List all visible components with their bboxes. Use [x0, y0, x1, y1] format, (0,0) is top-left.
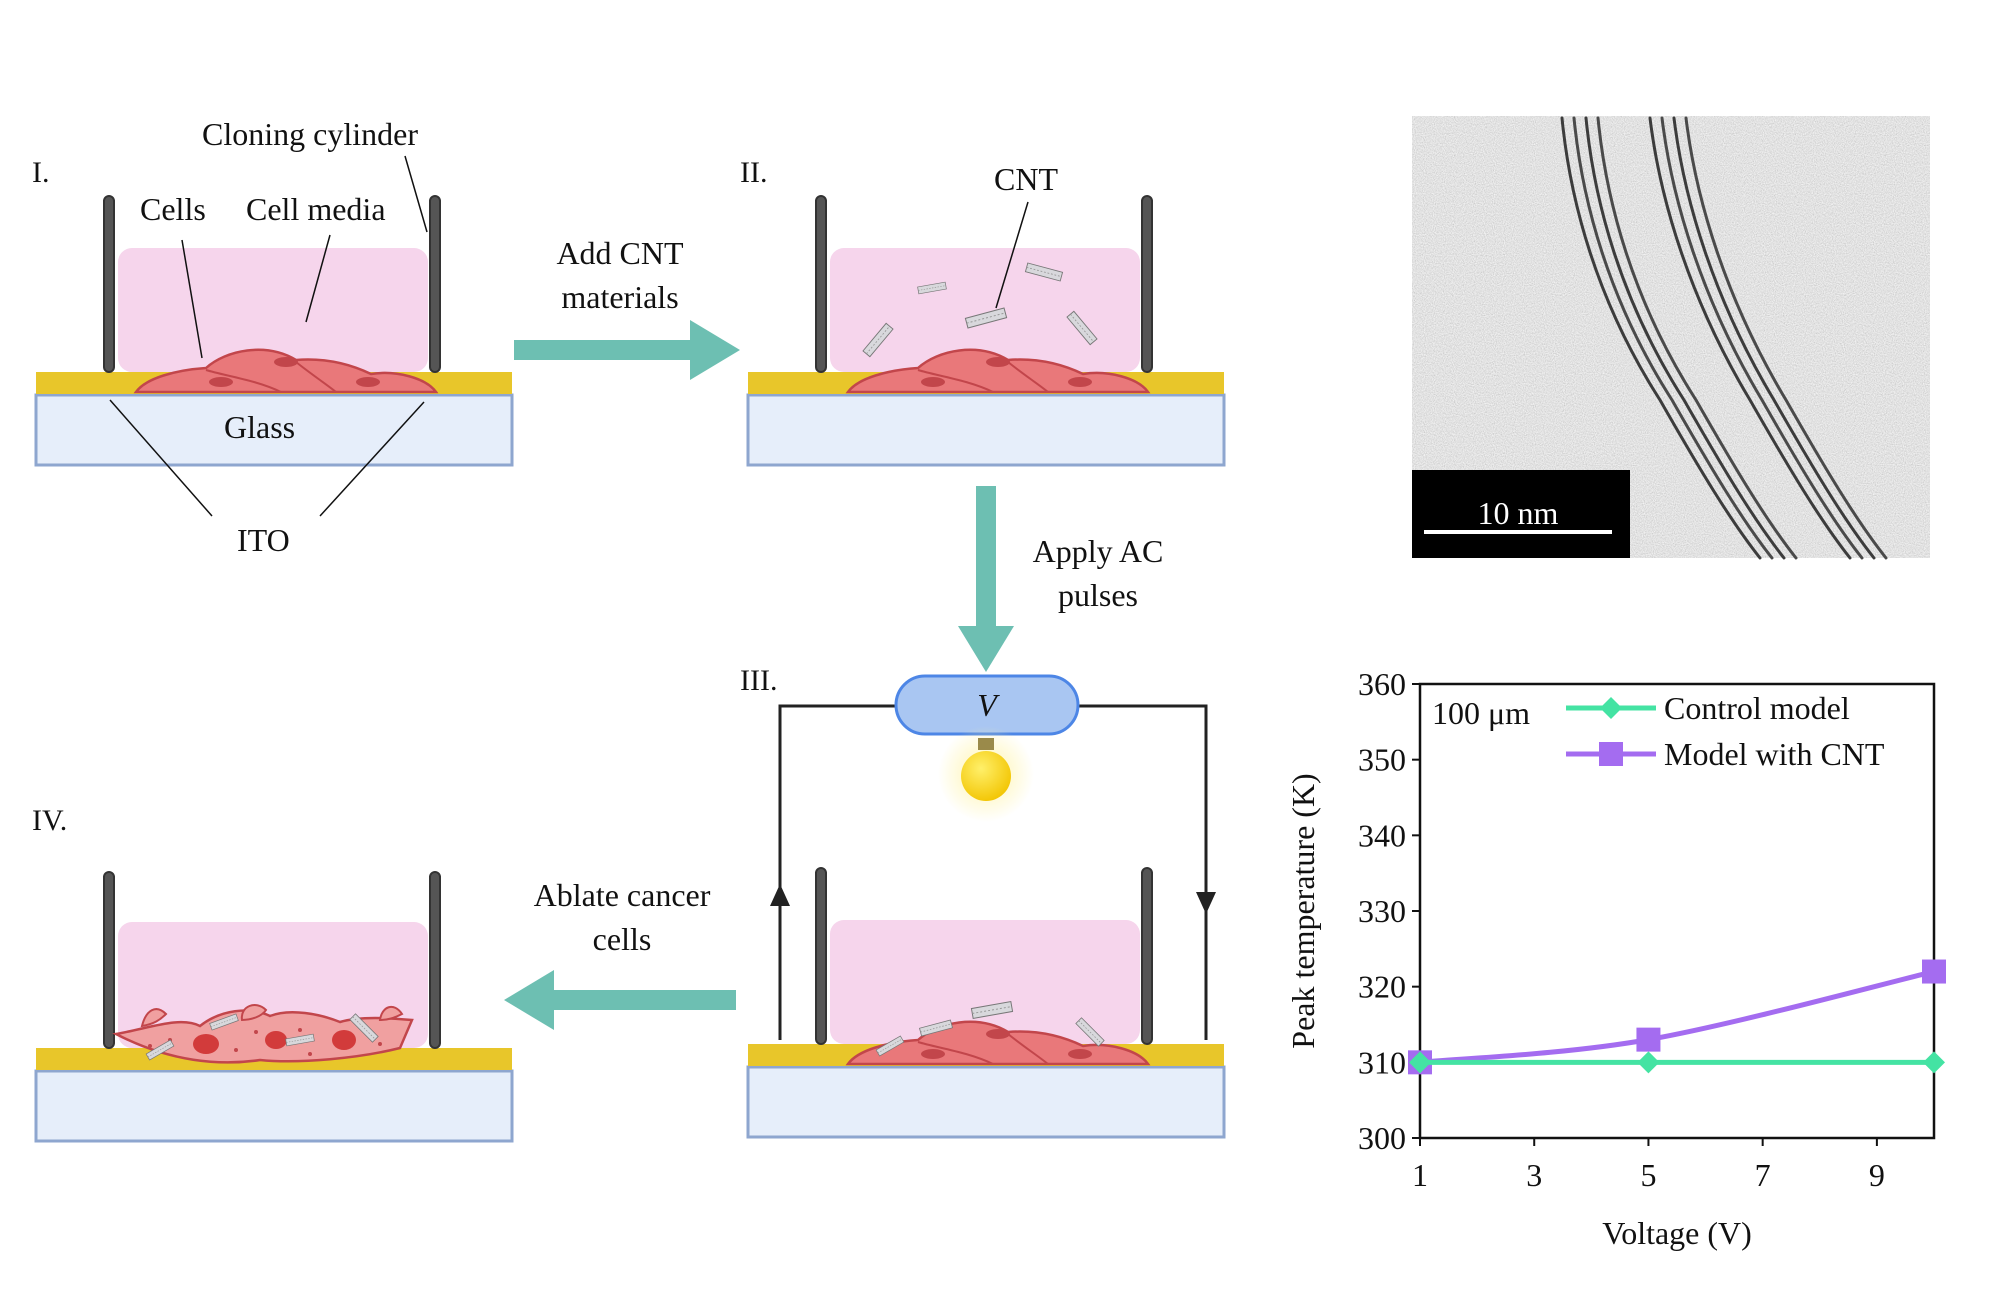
nanotube-walls [1560, 116, 1888, 560]
glass-slide-3 [746, 1065, 1226, 1139]
cylinder-wall-left [103, 195, 115, 373]
panel-4-numeral: IV. [32, 804, 67, 837]
legend-label: Model with CNT [1664, 736, 1885, 772]
arrow-2-head [958, 626, 1014, 672]
cloning-cylinder-label: Cloning cylinder [202, 116, 418, 152]
circuit-wire-left [778, 704, 902, 1040]
legend-label: Control model [1664, 690, 1850, 726]
arrow-1-shaft [514, 340, 690, 360]
panel-3: III. V [740, 664, 1226, 1139]
data-point-cnt-1 [1636, 1027, 1661, 1052]
chart-annotation: 100 μm [1432, 695, 1530, 731]
scale-bar-box [1412, 470, 1630, 558]
legend-marker [1599, 742, 1623, 766]
x-tick-label: 7 [1755, 1157, 1771, 1193]
leader-cells [181, 239, 203, 359]
glass-slide-4 [34, 1069, 514, 1143]
y-tick-label: 360 [1358, 666, 1406, 702]
data-point-control-1 [1637, 1051, 1660, 1074]
cylinder-wall-right [429, 195, 441, 373]
light-bulb-icon [961, 751, 1011, 801]
series-layer [1408, 959, 1946, 1075]
cell-media-4 [118, 922, 428, 1048]
arrow-3-label-line2: cells [593, 921, 652, 957]
current-arrow-up [770, 884, 790, 906]
y-axis-label: Peak temperature (K) [1285, 773, 1321, 1048]
scale-bar-label: 10 nm [1478, 495, 1559, 531]
x-tick-label: 5 [1640, 1157, 1656, 1193]
cell-media [118, 248, 428, 372]
x-tick-label: 1 [1412, 1157, 1428, 1193]
panel-3-numeral: III. [740, 664, 777, 697]
y-tick-label: 330 [1358, 893, 1406, 929]
panel-4: IV. [32, 804, 514, 1143]
cnt-label: CNT [994, 161, 1058, 197]
cylinder-wall-left-4 [103, 871, 115, 1049]
panel-1: I. Cloning cylinder Cells Cell media Gla… [32, 116, 514, 558]
arrow-3-head [504, 970, 554, 1030]
arrow-3-shaft [554, 990, 736, 1010]
leader-media [305, 234, 331, 323]
cells-label: Cells [140, 191, 206, 227]
leader-ito-left [109, 399, 213, 517]
ablated-cells [112, 1004, 414, 1064]
y-tick-label: 350 [1358, 742, 1406, 778]
arrow-2-shaft [976, 486, 996, 626]
arrow-2-label-line2: pulses [1058, 577, 1138, 613]
arrow-add-cnt: Add CNT materials [514, 235, 740, 380]
arrow-1-label-line2: materials [561, 279, 678, 315]
y-tick-label: 340 [1358, 817, 1406, 853]
arrow-1-label-line1: Add CNT [556, 235, 684, 271]
data-point-control-0 [1409, 1051, 1431, 1074]
cell-media-3 [830, 920, 1140, 1044]
circuit-wire-right [1078, 704, 1208, 1040]
panel-2: II. CNT [740, 156, 1226, 467]
arrow-2-label-line1: Apply AC [1033, 533, 1164, 569]
panel-2-numeral: II. [740, 156, 767, 189]
ito-label: ITO [237, 522, 290, 558]
panel-1-numeral: I. [32, 156, 50, 189]
data-point-control-2 [1923, 1051, 1945, 1074]
y-tick-label: 310 [1358, 1044, 1406, 1080]
cylinder-wall-left-2 [815, 195, 827, 373]
cylinder-wall-right-3 [1141, 867, 1153, 1045]
leader-cnt [995, 201, 1029, 309]
x-axis-label: Voltage (V) [1602, 1215, 1752, 1251]
x-tick-label: 9 [1869, 1157, 1885, 1193]
cylinder-wall-right-2 [1141, 195, 1153, 373]
arrow-3-label-line1: Ablate cancer [534, 877, 711, 913]
arrow-1-head [690, 320, 740, 380]
x-axis-ticks: 1 3 5 7 9 [1412, 1138, 1885, 1193]
cylinder-wall-left-3 [815, 867, 827, 1045]
arrow-apply-ac: Apply AC pulses [958, 486, 1163, 672]
legend: Control model Model with CNT [1566, 690, 1885, 772]
peak-temperature-chart: 300 310 320 330 340 350 360 1 3 5 7 9 Control mode… [1285, 666, 1946, 1251]
y-tick-label: 320 [1358, 969, 1406, 1005]
glass-slide-2 [746, 393, 1226, 467]
legend-marker [1600, 697, 1622, 719]
glass-label: Glass [224, 409, 295, 445]
voltage-symbol: V [977, 687, 1000, 723]
tem-micrograph: 10 nm [1412, 116, 1930, 560]
leader-cylinder [404, 155, 428, 233]
arrow-ablate: Ablate cancer cells [504, 877, 736, 1030]
cylinder-wall-right-4 [429, 871, 441, 1049]
cell-media-2 [830, 248, 1140, 372]
cell-media-label: Cell media [246, 191, 386, 227]
data-point-cnt-2 [1922, 959, 1946, 984]
leader-ito-right [319, 401, 425, 517]
y-tick-label: 300 [1358, 1120, 1406, 1156]
y-axis-ticks: 300 310 320 330 340 350 360 [1358, 666, 1420, 1156]
x-tick-label: 3 [1526, 1157, 1542, 1193]
bulb-base [978, 738, 994, 750]
current-arrow-down [1196, 892, 1216, 914]
